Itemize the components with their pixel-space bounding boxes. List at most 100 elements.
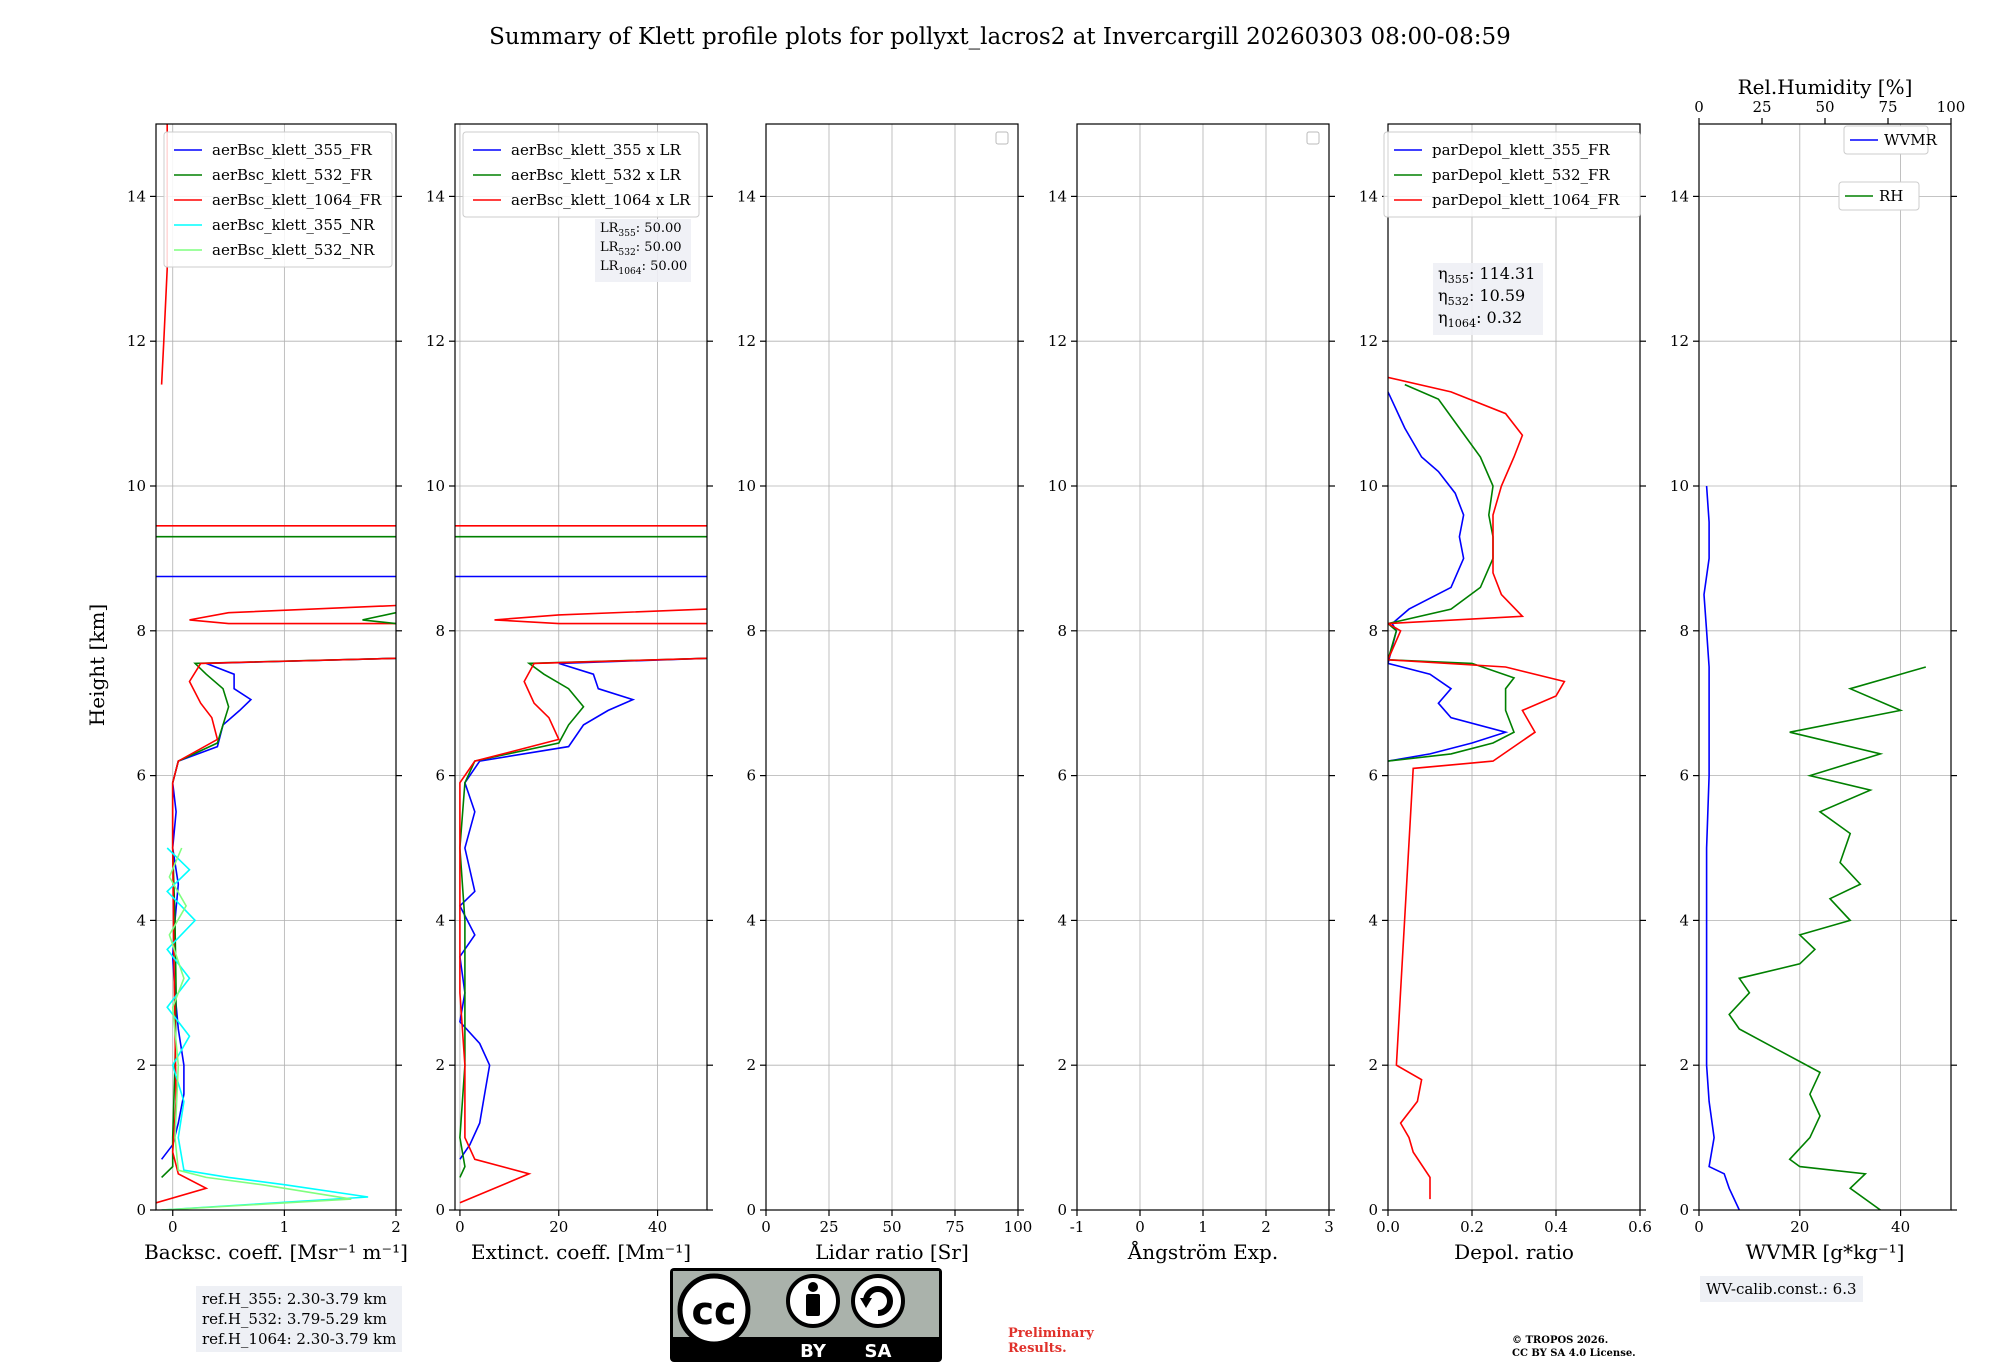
- y-axis-label: Height [km]: [85, 604, 109, 726]
- copyright: © TROPOS 2026. CC BY SA 4.0 License.: [1512, 1334, 1672, 1360]
- y-tick-label: 6: [1679, 767, 1689, 785]
- legend-entry: parDepol_klett_355_FR: [1432, 141, 1610, 159]
- legend: aerBsc_klett_355 x LR aerBsc_klett_532 x …: [462, 131, 700, 218]
- y-tick-label: 10: [1670, 477, 1689, 495]
- series-line-aerBsc_klett_532_FR: [161, 657, 396, 1178]
- panel-depol: 0 2 4 6 8 10 12 14 0.0 0.2 0.4 0.6 Depol. ratio parDe…: [1359, 123, 1652, 1264]
- y-tick-label: 6: [746, 767, 756, 785]
- y-tick-label: 10: [1048, 477, 1067, 495]
- y-tick-label: 14: [127, 187, 146, 205]
- y-tick-label: 8: [1679, 622, 1689, 640]
- refh-532: ref.H_532: 3.79-5.29 km: [202, 1310, 387, 1328]
- x-tick-label: 40: [648, 1218, 667, 1236]
- series-line-parDepol_klett_532_FR: [1388, 383, 1516, 762]
- y-tick-label: 10: [737, 477, 756, 495]
- x-tick-label: 50: [882, 1218, 901, 1236]
- figure-title: Summary of Klett profile plots for polly…: [489, 24, 1511, 50]
- x-tick-label: 2: [391, 1218, 401, 1236]
- series-line-1064-cloud-8.2: [494, 608, 707, 625]
- y-tick-label: 12: [1048, 332, 1067, 350]
- legend-entry: aerBsc_klett_532 x LR: [511, 166, 682, 184]
- top-x-tick-label: 50: [1815, 98, 1834, 116]
- y-tick-label: 2: [1679, 1056, 1689, 1074]
- x-axis-label: Extinct. coeff. [Mm⁻¹]: [471, 1240, 691, 1264]
- legend-entry: aerBsc_klett_355 x LR: [511, 141, 682, 159]
- top-x-tick-label: 75: [1878, 98, 1897, 116]
- series-line-aerBsc_klett_532_NR: [161, 847, 352, 1210]
- x-tick-label: 0.6: [1628, 1218, 1652, 1236]
- annotation-line: LR1064: 50.00: [600, 259, 687, 277]
- y-tick-label: 4: [435, 911, 445, 929]
- copyright-line2: CC BY SA 4.0 License.: [1512, 1348, 1636, 1359]
- panel-wv: 0 2 4 6 8 10 12 14 0 20 40 WVMR [g*kg⁻¹] 0 25 50 75 100 R…: [1670, 75, 1965, 1264]
- y-tick-label: 6: [435, 767, 445, 785]
- y-tick-label: 6: [136, 767, 146, 785]
- legend-entry: parDepol_klett_1064_FR: [1432, 191, 1620, 209]
- y-tick-label: 2: [1057, 1056, 1067, 1074]
- series-line-parDepol_klett_355_FR: [1388, 391, 1509, 762]
- legend-entry: aerBsc_klett_355_NR: [212, 216, 375, 234]
- x-tick-label: 0: [1135, 1218, 1145, 1236]
- annotation-line: η1064: 0.32: [1438, 308, 1522, 330]
- y-tick-label: 4: [1368, 911, 1378, 929]
- panel-ext: 0 2 4 6 8 10 12 14 0 20 40 Extinct. coeff. [Mm⁻¹] ae…: [426, 123, 713, 1264]
- x-axis-label: WVMR [g*kg⁻¹]: [1746, 1240, 1905, 1264]
- sa-arrow-icon: [851, 1274, 905, 1328]
- x-tick-label: 0.4: [1544, 1218, 1568, 1236]
- series-line-1064-cloud-8.2: [189, 604, 396, 625]
- y-tick-label: 14: [1670, 187, 1689, 205]
- top-x-axis-label: Rel.Humidity [%]: [1738, 75, 1913, 99]
- y-tick-label: 8: [136, 622, 146, 640]
- y-tick-label: 8: [1057, 622, 1067, 640]
- cc-circle-icon: [677, 1273, 751, 1347]
- y-tick-label: 4: [136, 911, 146, 929]
- legend: parDepol_klett_355_FR parDepol_klett_532_…: [1383, 131, 1641, 218]
- y-tick-label: 0: [746, 1201, 756, 1219]
- reference-heights-box: ref.H_355: 2.30-3.79 km ref.H_532: 3.79-5…: [196, 1286, 403, 1352]
- series-line-532-cloud-8.2: [362, 611, 396, 625]
- y-tick-label: 0: [1368, 1201, 1378, 1219]
- x-tick-label: 2: [1261, 1218, 1271, 1236]
- legend-entry: aerBsc_klett_532_NR: [212, 241, 375, 259]
- x-axis-label: Depol. ratio: [1454, 1240, 1574, 1264]
- y-tick-label: 2: [746, 1056, 756, 1074]
- x-tick-label: 20: [549, 1218, 568, 1236]
- y-tick-label: 14: [1359, 187, 1378, 205]
- empty-legend: [995, 131, 1009, 145]
- y-tick-label: 12: [127, 332, 146, 350]
- x-tick-label: 40: [1891, 1218, 1910, 1236]
- by-label: BY: [800, 1341, 827, 1362]
- y-tick-label: 8: [746, 622, 756, 640]
- y-tick-label: 0: [136, 1201, 146, 1219]
- axes-frame: [454, 123, 708, 1211]
- y-tick-label: 14: [1048, 187, 1067, 205]
- x-tick-label: 0: [761, 1218, 771, 1236]
- x-tick-label: 25: [819, 1218, 838, 1236]
- legend-entry: aerBsc_klett_532_FR: [212, 166, 372, 184]
- x-tick-label: 0.0: [1376, 1218, 1400, 1236]
- x-tick-label: 1: [1198, 1218, 1208, 1236]
- series-line-aerBsc_klett_355_FR: [160, 657, 396, 1160]
- x-tick-label: 20: [1790, 1218, 1809, 1236]
- legend-wvmr: WVMR: [1843, 125, 1938, 155]
- legend-entry: aerBsc_klett_1064 x LR: [511, 191, 691, 209]
- axes-frame: [1387, 123, 1641, 1211]
- series-line-RH: [1728, 666, 1927, 1210]
- legend: aerBsc_klett_355_FR aerBsc_klett_532_FRae…: [163, 131, 393, 268]
- axes-frame: [155, 123, 397, 1211]
- series-group: [1703, 485, 1927, 1210]
- series-line-parDepol_klett_1064_FR: [1388, 376, 1566, 1200]
- series-line-aerBsc_klett_355-x-LR: [458, 657, 707, 1160]
- x-axis-label: Ångström Exp.: [1127, 1239, 1278, 1264]
- empty-legend: [1306, 131, 1320, 145]
- legend-rh: RH: [1838, 181, 1920, 211]
- x-tick-label: 0.2: [1460, 1218, 1484, 1236]
- x-tick-label: 0: [168, 1218, 178, 1236]
- y-tick-label: 8: [1368, 622, 1378, 640]
- series-group: [1388, 376, 1566, 1200]
